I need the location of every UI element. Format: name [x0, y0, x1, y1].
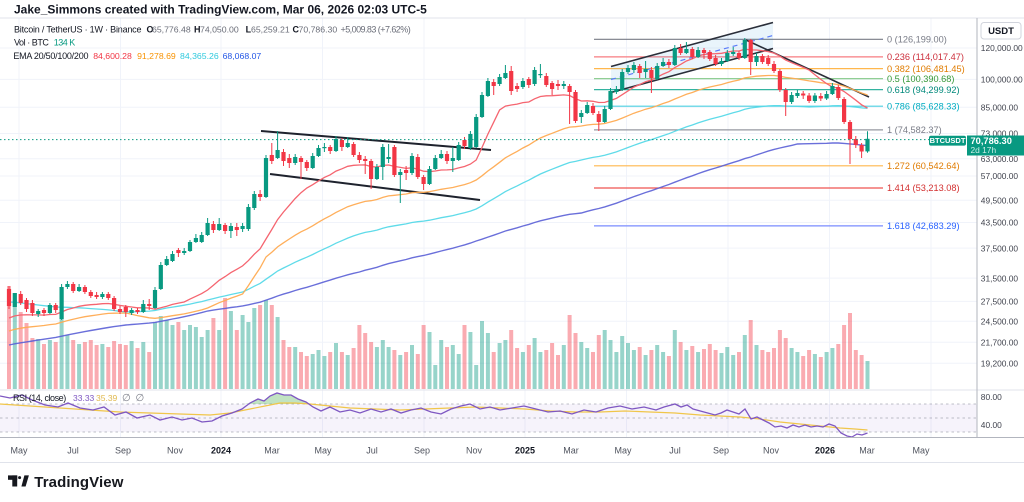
svg-text:1.618 (42,683.29): 1.618 (42,683.29)	[887, 221, 960, 231]
svg-text:Nov: Nov	[466, 445, 483, 455]
svg-text:Sep: Sep	[713, 445, 729, 455]
svg-text:USDT: USDT	[988, 26, 1014, 37]
svg-text:21,700.00: 21,700.00	[981, 337, 1019, 347]
svg-text:0.5 (100,390.68): 0.5 (100,390.68)	[887, 74, 954, 84]
svg-text:31,500.00: 31,500.00	[981, 273, 1019, 283]
svg-text:27,500.00: 27,500.00	[981, 297, 1019, 307]
svg-text:BTCUSDT: BTCUSDT	[930, 136, 966, 145]
svg-text:24,500.00: 24,500.00	[981, 317, 1019, 327]
svg-text:37,500.00: 37,500.00	[981, 243, 1019, 253]
svg-text:70,786.30: 70,786.30	[971, 136, 1012, 146]
svg-text:Jake_Simmons created with Trad: Jake_Simmons created with TradingView.co…	[14, 3, 427, 17]
svg-text:80.00: 80.00	[981, 392, 1002, 402]
svg-text:2026: 2026	[815, 445, 835, 455]
svg-text:2d 17h: 2d 17h	[971, 145, 997, 155]
svg-text:49,500.00: 49,500.00	[981, 196, 1019, 206]
svg-text:Mar: Mar	[264, 445, 280, 455]
svg-text:0 (126,199.00): 0 (126,199.00)	[887, 35, 947, 45]
svg-text:Sep: Sep	[115, 445, 131, 455]
svg-text:43,500.00: 43,500.00	[981, 218, 1019, 228]
svg-text:73,000.00: 73,000.00	[981, 129, 1019, 139]
svg-text:85,000.00: 85,000.00	[981, 103, 1019, 113]
svg-text:Mar: Mar	[563, 445, 579, 455]
svg-text:Sep: Sep	[414, 445, 430, 455]
svg-text:2025: 2025	[515, 445, 535, 455]
svg-text:TradingView: TradingView	[34, 474, 123, 491]
svg-text:1 (74,582.37): 1 (74,582.37)	[887, 125, 942, 135]
svg-text:May: May	[10, 445, 28, 455]
svg-text:Jul: Jul	[669, 445, 681, 455]
svg-text:Jul: Jul	[67, 445, 79, 455]
svg-text:19,200.00: 19,200.00	[981, 358, 1019, 368]
svg-text:40.00: 40.00	[981, 420, 1002, 430]
svg-text:63,000.00: 63,000.00	[981, 154, 1019, 164]
svg-text:Nov: Nov	[167, 445, 184, 455]
svg-text:1.272 (60,542.64): 1.272 (60,542.64)	[887, 161, 960, 171]
svg-text:May: May	[912, 445, 930, 455]
svg-text:57,000.00: 57,000.00	[981, 171, 1019, 181]
svg-text:Jul: Jul	[366, 445, 378, 455]
svg-text:0.382 (106,481.45): 0.382 (106,481.45)	[887, 64, 965, 74]
svg-text:0.236 (114,017.47): 0.236 (114,017.47)	[887, 52, 964, 62]
svg-text:100,000.00: 100,000.00	[981, 75, 1023, 85]
svg-text:May: May	[314, 445, 332, 455]
svg-text:1.414 (53,213.08): 1.414 (53,213.08)	[887, 183, 960, 193]
svg-text:Nov: Nov	[763, 445, 780, 455]
svg-text:May: May	[614, 445, 632, 455]
svg-text:120,000.00: 120,000.00	[981, 43, 1023, 53]
svg-text:Bitcoin / TetherUS · 1W · Bina: Bitcoin / TetherUS · 1W · Binance O65,776…	[14, 25, 411, 35]
svg-text:0.786 (85,628.33): 0.786 (85,628.33)	[887, 101, 960, 111]
svg-text:Mar: Mar	[859, 445, 875, 455]
svg-text:0.618 (94,299.92): 0.618 (94,299.92)	[887, 85, 960, 95]
svg-text:2024: 2024	[211, 445, 231, 455]
